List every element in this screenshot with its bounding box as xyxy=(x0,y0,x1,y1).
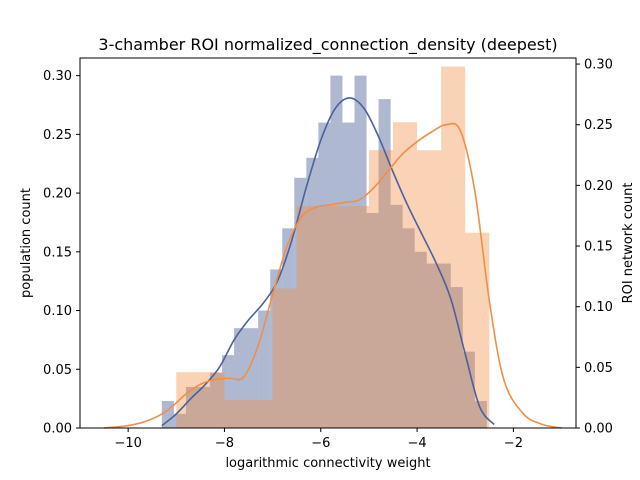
y-left-tick-label: 0.10 xyxy=(43,304,72,319)
histogram-bar-series-2 xyxy=(405,122,418,429)
histogram-bar-series-1 xyxy=(402,228,415,428)
histogram-bar-series-1 xyxy=(474,400,487,428)
y-left-tick-label: 0.00 xyxy=(43,422,72,437)
histogram-bar-series-2 xyxy=(453,66,466,429)
histogram-bar-series-1 xyxy=(450,287,463,428)
histogram-bar-series-1 xyxy=(318,122,331,428)
histogram-bar-series-2 xyxy=(380,150,394,428)
histogram-bar-series-2 xyxy=(344,206,357,428)
histogram-bar-series-2 xyxy=(465,232,478,428)
x-tick-label: −10 xyxy=(114,436,141,451)
histogram-bar-series-1 xyxy=(294,177,307,428)
y-right-tick-label: 0.00 xyxy=(584,422,613,437)
y-right-tick-label: 0.15 xyxy=(584,240,613,255)
y-right-tick-label: 0.25 xyxy=(584,118,613,133)
histogram-bar-series-2 xyxy=(272,288,285,428)
histogram-bar-series-2 xyxy=(212,372,225,428)
kde-curve-series-2 xyxy=(104,122,562,429)
y-left-tick-label: 0.05 xyxy=(43,363,72,378)
axes: −10 −8 −6 −4 −2 0.00 0.05 0.10 0.15 0.20 0.25 0.30 0… xyxy=(43,57,613,451)
x-tick-label: −8 xyxy=(215,436,234,451)
x-tick-label: −4 xyxy=(408,436,427,451)
histogram-bar-series-1 xyxy=(270,269,283,428)
y-right-tick-label: 0.20 xyxy=(584,179,613,194)
histogram-bar-series-2 xyxy=(248,400,261,428)
kde-curve-series-1 xyxy=(161,97,495,427)
x-axis-label: logarithmic connectivity weight xyxy=(225,456,430,471)
histogram-bar-series-1 xyxy=(366,213,379,428)
histogram-bar-series-1 xyxy=(185,386,198,428)
histogram-bar-series-1 xyxy=(222,355,235,428)
histogram-bar-series-1 xyxy=(378,99,391,429)
histogram-bar-series-2 xyxy=(224,400,237,428)
y-axis-label-right: ROI network count xyxy=(621,183,636,304)
y-right-tick-label: 0.10 xyxy=(584,300,613,315)
histogram-bar-series-1 xyxy=(197,386,211,428)
histogram-bar-series-1 xyxy=(330,75,343,429)
histogram-bar-series-1 xyxy=(210,372,223,428)
y-axis-label-left: population count xyxy=(19,188,34,298)
histogram-bar-series-2 xyxy=(236,400,249,428)
histogram-bar-series-2 xyxy=(284,288,297,428)
histogram-bar-series-2 xyxy=(296,206,309,428)
plot-area xyxy=(104,66,562,429)
histogram-bar-series-1 xyxy=(173,413,186,428)
histogram-bar-series-2 xyxy=(308,206,321,428)
histogram-bar-series-1 xyxy=(234,328,247,428)
histogram-bar-series-2 xyxy=(368,150,381,428)
histogram-bar-series-1 xyxy=(258,310,271,428)
y-left-tick-label: 0.30 xyxy=(43,69,72,84)
y-left-tick-label: 0.15 xyxy=(43,245,72,260)
histogram-bar-series-2 xyxy=(356,206,369,428)
histogram-bar-series-1 xyxy=(282,228,295,428)
y-right-tick-label: 0.05 xyxy=(584,361,613,376)
histogram-bar-series-1 xyxy=(390,204,403,428)
histogram-bar-series-2 xyxy=(260,400,273,428)
y-left-tick-label: 0.20 xyxy=(43,187,72,202)
histogram-bar-series-2 xyxy=(176,372,189,428)
x-tick-label: −2 xyxy=(504,436,523,451)
histogram-bar-series-2 xyxy=(393,122,406,429)
histogram-bar-series-2 xyxy=(429,150,442,428)
histogram-bar-series-1 xyxy=(414,251,427,428)
histogram-bar-series-2 xyxy=(332,206,345,428)
histogram-bar-series-1 xyxy=(438,263,451,428)
y-right-tick-label: 0.30 xyxy=(584,58,613,73)
histogram-bar-series-2 xyxy=(477,232,490,428)
histogram-bar-series-2 xyxy=(417,150,430,428)
x-tick-label: −6 xyxy=(311,436,330,451)
histogram-bar-series-1 xyxy=(426,263,439,428)
plot-frame xyxy=(79,57,577,429)
histogram-bar-series-2 xyxy=(441,66,454,429)
chart-title: 3-chamber ROI normalized_connection_dens… xyxy=(98,35,557,55)
histogram-bar-series-1 xyxy=(462,351,475,428)
histogram-bar-series-1 xyxy=(306,157,319,428)
y-left-tick-label: 0.25 xyxy=(43,128,72,143)
histogram-bar-series-2 xyxy=(320,206,333,428)
histogram-bar-series-1 xyxy=(342,122,355,428)
histogram-bar-series-1 xyxy=(354,75,367,429)
